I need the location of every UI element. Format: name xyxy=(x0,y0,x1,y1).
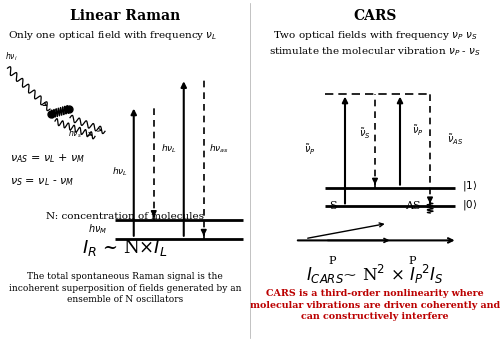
Text: The total spontaneous Raman signal is the
incoherent superposition of fields gen: The total spontaneous Raman signal is th… xyxy=(9,272,241,305)
Text: Linear Raman: Linear Raman xyxy=(70,9,180,23)
Text: $|0\rangle$: $|0\rangle$ xyxy=(462,197,477,212)
Text: CARS: CARS xyxy=(354,9,397,23)
Text: S: S xyxy=(328,201,336,211)
Text: AS: AS xyxy=(404,201,420,211)
Text: $h\nu_i$: $h\nu_i$ xyxy=(5,51,18,63)
Text: P: P xyxy=(409,256,416,266)
Text: $\nu_S$ = $\nu_L$ - $\nu_M$: $\nu_S$ = $\nu_L$ - $\nu_M$ xyxy=(10,177,74,188)
Text: P: P xyxy=(329,256,336,266)
Text: $I_R$ ~ N×$I_L$: $I_R$ ~ N×$I_L$ xyxy=(82,237,168,258)
Text: Two optical fields with frequency $\nu_P$ $\nu_S$: Two optical fields with frequency $\nu_P… xyxy=(272,29,478,42)
Text: CARS is a third-order nonlinearity where
molecular vibrations are driven coheren: CARS is a third-order nonlinearity where… xyxy=(250,289,500,322)
Text: stimulate the molecular vibration $\nu_P$ - $\nu_S$: stimulate the molecular vibration $\nu_P… xyxy=(269,45,481,58)
Text: $|1\rangle$: $|1\rangle$ xyxy=(462,179,477,193)
Text: $h\nu_M$: $h\nu_M$ xyxy=(88,222,108,236)
Text: $h\nu_L$: $h\nu_L$ xyxy=(112,166,128,178)
Text: $I_{CARS}$~ N$^2$ × $I_P$$^2$$I_S$: $I_{CARS}$~ N$^2$ × $I_P$$^2$$I_S$ xyxy=(306,263,444,286)
Text: Only one optical field with frequency $\nu_L$: Only one optical field with frequency $\… xyxy=(8,29,217,42)
Text: N: concentration of molecules: N: concentration of molecules xyxy=(46,212,204,221)
Text: $h\nu_{as}$: $h\nu_{as}$ xyxy=(209,142,229,154)
Text: $h\nu_L$: $h\nu_L$ xyxy=(161,142,176,154)
Text: $\tilde{\nu}_{AS}$: $\tilde{\nu}_{AS}$ xyxy=(447,132,463,147)
Text: $\tilde{\nu}_S$: $\tilde{\nu}_S$ xyxy=(359,127,371,141)
Text: $h\nu_s$: $h\nu_s$ xyxy=(68,128,82,140)
Text: $\tilde{\nu}_P$: $\tilde{\nu}_P$ xyxy=(412,123,424,138)
Text: $\tilde{\nu}_P$: $\tilde{\nu}_P$ xyxy=(304,143,316,158)
Text: $\nu_{AS}$ = $\nu_L$ + $\nu_M$: $\nu_{AS}$ = $\nu_L$ + $\nu_M$ xyxy=(10,152,85,165)
